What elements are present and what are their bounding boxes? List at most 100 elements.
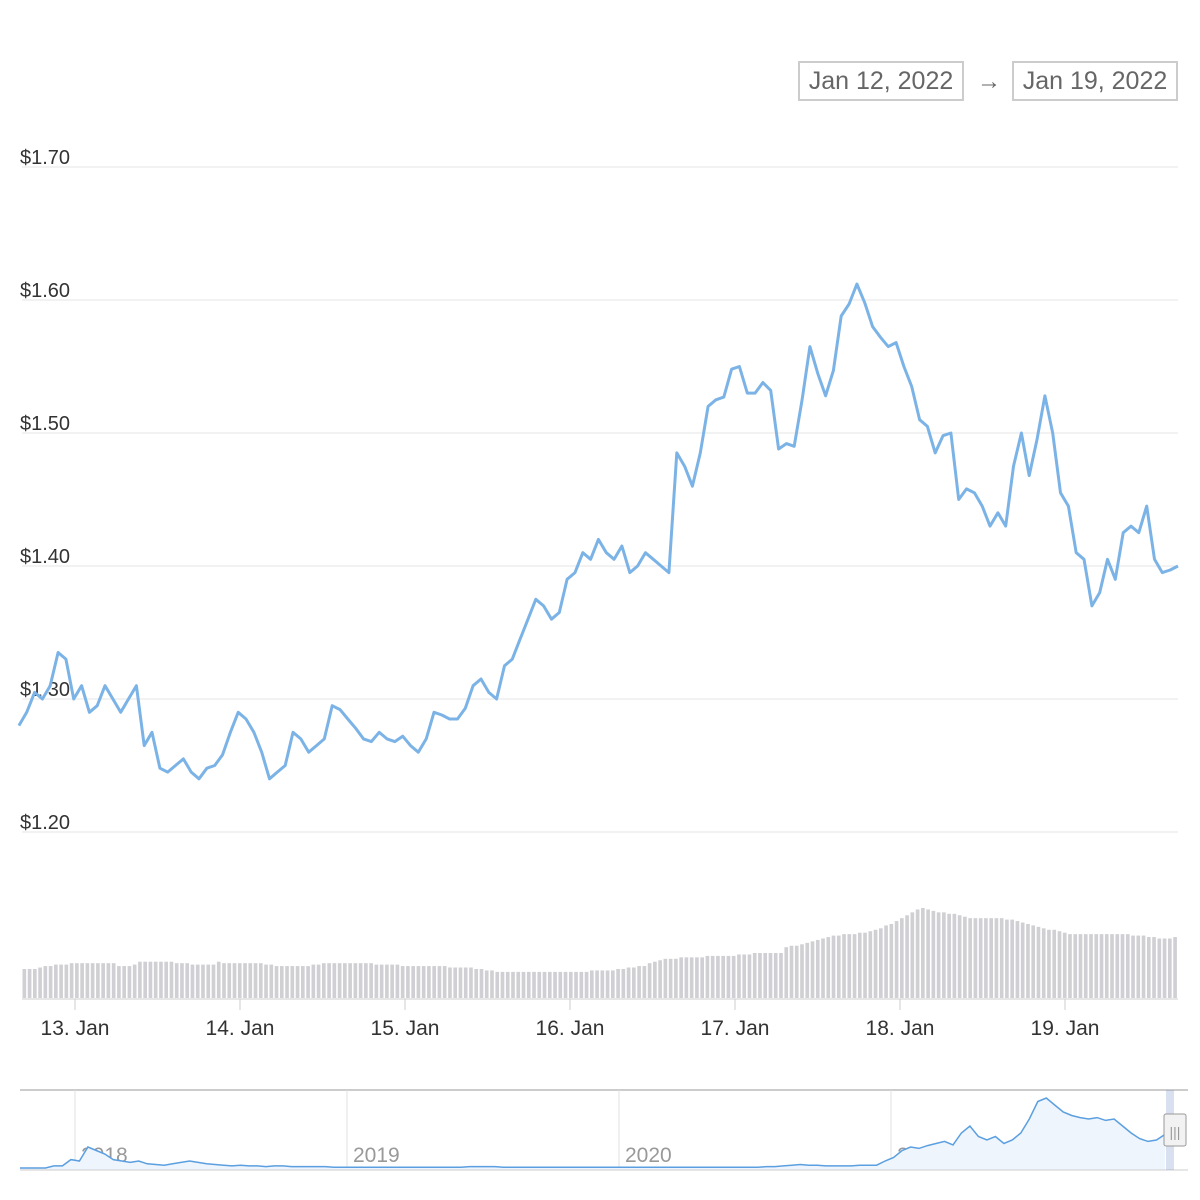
volume-bar [589,970,594,998]
x-tick-label: 13. Jan [41,1017,110,1040]
volume-bar [274,966,279,998]
volume-bar [306,966,310,998]
volume-bar [553,971,557,998]
volume-bar [75,963,79,998]
volume-bar [248,963,253,998]
volume-bar [516,971,521,998]
volume-bar [868,931,873,998]
volume-bar [1136,935,1141,998]
volume-bar [526,971,531,998]
x-tick-label: 15. Jan [371,1017,440,1040]
volume-bar [127,966,132,998]
volume-bar [600,970,605,998]
volume-bar [637,966,641,998]
volume-bar [432,966,437,998]
volume-bar [479,968,484,998]
volume-bar [159,961,163,998]
volume-bar [1115,934,1120,998]
volume-bar [237,963,242,998]
volume-bar [190,964,195,998]
volume-bar [1020,922,1025,998]
volume-bar [574,971,578,998]
volume-bar [343,963,347,998]
volume-bar [1094,934,1099,998]
volume-bar [800,944,804,998]
volume-bar [427,966,431,998]
volume-bar [1173,937,1177,998]
volume-bar [973,918,978,998]
volume-bar [842,934,846,998]
volume-bar [632,967,636,998]
range-from-input[interactable]: Jan 12, 2022 [798,61,964,101]
volume-bar [1031,925,1036,998]
y-tick-label: $1.20 [20,812,70,834]
y-gridlines [22,166,1178,833]
volume-bar [779,953,783,998]
volume-bar [668,958,673,998]
volume-bar [90,963,95,998]
volume-bar [469,967,473,998]
volume-bar [1110,934,1114,998]
volume-bar [395,964,400,998]
navigator-handle-grip: ||| [1170,1124,1181,1140]
volume-bar [1099,934,1104,998]
y-tick-label: $1.40 [20,546,70,568]
volume-bar [605,970,610,998]
volume-bar [658,960,662,998]
volume-bar [138,961,142,998]
volume-bar [348,963,352,998]
volume-bar [999,918,1004,998]
volume-bar [96,963,100,998]
volume-bars [22,908,1177,998]
volume-bar [169,961,174,998]
range-to-input[interactable]: Jan 19, 2022 [1012,61,1178,101]
volume-bar [815,939,820,998]
volume-bar [390,964,394,998]
navigator-handle[interactable] [1163,1113,1187,1147]
volume-bar [963,916,967,998]
volume-bar [884,925,888,998]
volume-bar [316,964,321,998]
navigator[interactable]: 2018201920202021||| [20,1089,1188,1171]
volume-bar [984,918,988,998]
volume-bar [595,970,599,998]
volume-bar [978,918,983,998]
volume-bar [327,963,331,998]
volume-bar [915,909,920,998]
volume-bar [33,968,37,998]
x-tick-label: 18. Jan [866,1017,935,1040]
volume-bar [921,908,925,998]
y-tick-label: $1.30 [20,679,70,701]
volume-bar [1068,934,1072,998]
volume-bar [406,966,410,998]
volume-bar [1047,929,1051,998]
volume-bar [731,955,736,998]
volume-bar [621,968,626,998]
volume-bar [500,971,505,998]
volume-bar [264,964,268,998]
volume-bar [910,912,915,998]
volume-bar [143,961,148,998]
volume-bar [122,966,126,998]
volume-bar [695,957,699,998]
volume-bar [721,955,726,998]
volume-bar [1036,926,1041,998]
volume-bar [106,963,111,998]
volume-bar [689,957,694,998]
volume-bar [705,955,710,998]
volume-bar [453,967,458,998]
volume-bar [1057,931,1062,998]
volume-bar [794,945,799,998]
volume-bar [905,915,909,998]
volume-bar [101,963,105,998]
volume-bar [826,937,831,998]
volume-bar [232,963,237,998]
volume-bar [269,964,274,998]
volume-bar [653,961,657,998]
volume-bar [201,964,205,998]
volume-bar [358,963,363,998]
volume-bar [863,932,867,998]
volume-bar [1015,921,1020,998]
volume-bar [216,961,221,998]
volume-bar [926,909,930,998]
